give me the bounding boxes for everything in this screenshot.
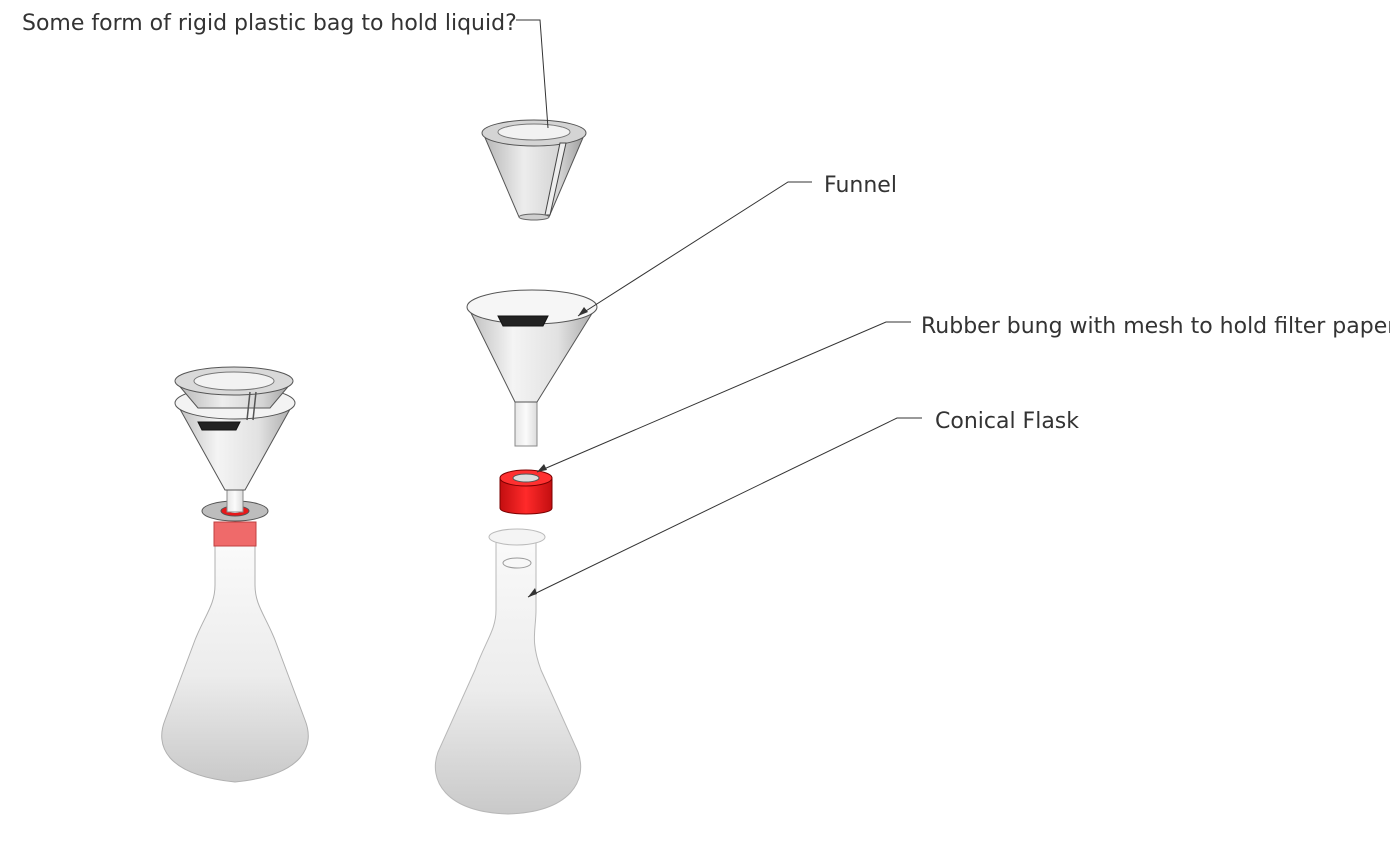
flask-leader [527,417,922,598]
bag-label: Some form of rigid plastic bag to hold l… [22,11,517,36]
funnel-label: Funnel [824,173,897,198]
leader-lines [516,19,922,598]
bag-leader [516,19,549,129]
conical-flask-label: Conical Flask [935,409,1080,434]
funnel-part [466,289,598,447]
assembled-bung-band [213,521,257,547]
leader-arrowheads [528,307,588,597]
assembled-apparatus [161,366,309,783]
rubber-bung-part [499,469,553,515]
rubber-bung-label: Rubber bung with mesh to hold filter pap… [921,314,1390,339]
funnel-leader [577,181,812,317]
bung-leader [536,321,911,473]
conical-flask-part [434,528,582,815]
assembled-flask [161,544,309,783]
bag-part [481,119,587,221]
